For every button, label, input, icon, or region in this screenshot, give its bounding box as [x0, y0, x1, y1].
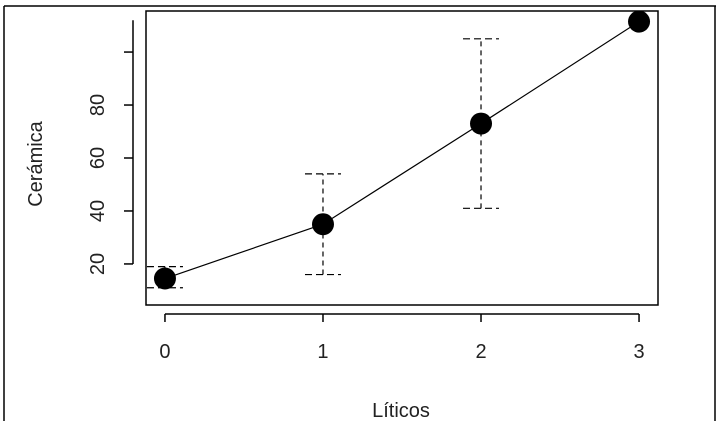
y-tick-label: 60: [87, 147, 109, 169]
data-point: [311, 213, 334, 236]
data-point: [153, 267, 176, 290]
series-line: [164, 21, 640, 280]
y-axis-title: Cerámica: [25, 120, 47, 206]
y-tick-label: 40: [87, 200, 109, 222]
data-point: [628, 10, 651, 33]
series-layer: [146, 10, 651, 290]
plot-border: [145, 10, 659, 306]
data-point: [470, 112, 493, 135]
x-tick-label: 3: [633, 341, 644, 363]
y-tick-label: 20: [87, 253, 109, 275]
x-axis-title: Líticos: [372, 400, 430, 421]
x-tick-label: 1: [317, 341, 328, 363]
x-tick-label: 2: [475, 341, 486, 363]
y-tick-label: 80: [87, 94, 109, 116]
axes: 0 1 2 3 20 40 60 80: [87, 20, 645, 363]
x-tick-label: 0: [159, 341, 170, 363]
